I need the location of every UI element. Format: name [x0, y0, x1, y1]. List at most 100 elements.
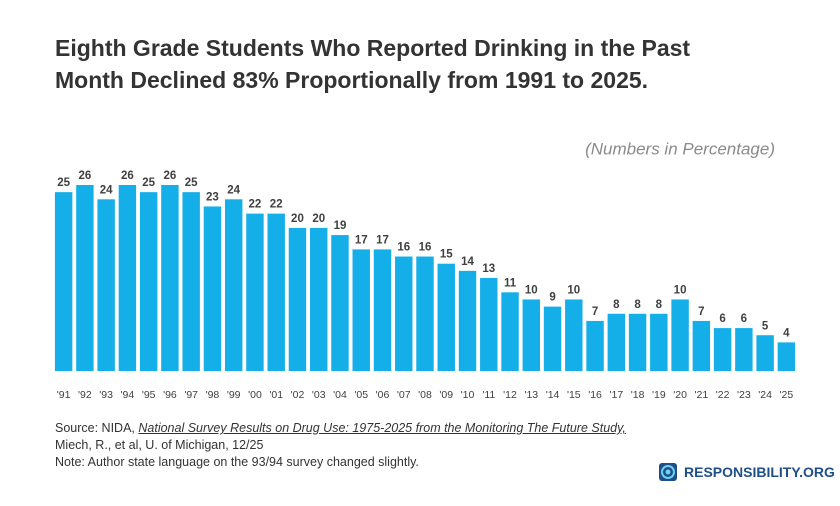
bar — [480, 278, 498, 371]
value-label: 11 — [504, 277, 517, 289]
value-label: 22 — [249, 199, 262, 211]
value-label: 24 — [100, 184, 113, 196]
x-tick-label: '15 — [567, 389, 581, 401]
logo-text: RESPONSIBILITY.ORG — [684, 464, 835, 480]
value-label: 5 — [762, 320, 769, 332]
logo[interactable]: RESPONSIBILITY.ORG — [658, 462, 835, 482]
bar — [692, 320, 711, 371]
source-title: National Survey Results on Drug Use: 197… — [138, 421, 626, 435]
value-label: 8 — [613, 299, 620, 311]
x-tick-label: '06 — [376, 389, 390, 401]
x-tick-label: '02 — [291, 389, 305, 401]
x-tick-label: '20 — [673, 389, 687, 401]
x-tick-label: '19 — [652, 389, 666, 401]
x-tick-label: '24 — [758, 389, 772, 401]
x-tick-label: '97 — [184, 389, 198, 401]
value-label: 14 — [461, 256, 474, 268]
value-label: 23 — [206, 191, 219, 203]
x-tick-label: '04 — [333, 389, 347, 401]
value-label: 7 — [592, 306, 598, 318]
bar — [437, 263, 455, 371]
bar — [373, 249, 392, 371]
logo-icon — [659, 463, 677, 481]
x-tick-label: '16 — [588, 389, 602, 401]
bar — [395, 256, 413, 371]
bar — [416, 256, 434, 371]
bar — [735, 328, 753, 371]
value-label: 19 — [334, 220, 347, 232]
x-tick-label: '00 — [248, 389, 262, 401]
bar — [756, 335, 774, 371]
bar — [522, 299, 541, 371]
x-tick-label: '12 — [503, 389, 517, 401]
bar — [246, 213, 264, 371]
bar — [118, 185, 137, 371]
value-label: 20 — [291, 213, 304, 225]
bar — [267, 213, 285, 371]
x-tick-label: '11 — [482, 389, 495, 401]
x-tick-label: '99 — [227, 389, 241, 401]
x-tick-label: '10 — [461, 389, 475, 401]
value-label: 25 — [142, 177, 155, 189]
x-tick-label: '08 — [418, 389, 432, 401]
value-label: 10 — [674, 284, 687, 296]
bar — [97, 199, 115, 371]
value-label: 22 — [270, 199, 283, 211]
x-tick-label: '25 — [780, 389, 794, 401]
x-tick-label: '23 — [737, 389, 751, 401]
source: Source: NIDA, National Survey Results on… — [55, 420, 626, 471]
bar — [288, 227, 307, 371]
x-tick-label: '03 — [312, 389, 326, 401]
value-label: 8 — [634, 299, 641, 311]
value-label: 20 — [312, 213, 325, 225]
x-tick-label: '13 — [524, 389, 538, 401]
x-tick-label: '09 — [439, 389, 453, 401]
value-label: 6 — [741, 313, 747, 325]
x-tick-label: '94 — [121, 389, 135, 401]
value-label: 13 — [482, 263, 495, 275]
value-label: 16 — [419, 242, 432, 254]
x-tick-label: '95 — [142, 389, 156, 401]
bar — [777, 342, 796, 371]
x-tick-label: '22 — [716, 389, 730, 401]
value-label: 15 — [440, 249, 453, 261]
value-label: 25 — [185, 177, 198, 189]
bar — [565, 299, 583, 371]
value-label: 26 — [121, 170, 134, 182]
x-tick-label: '98 — [206, 389, 220, 401]
bar — [607, 313, 626, 371]
bar — [182, 192, 200, 371]
bar — [224, 199, 243, 371]
x-tick-label: '91 — [57, 389, 71, 401]
x-tick-label: '17 — [609, 389, 623, 401]
source-line: Source: NIDA, National Survey Results on… — [55, 420, 626, 437]
x-tick-label: '14 — [546, 389, 560, 401]
bar — [458, 270, 477, 371]
x-tick-label: '05 — [354, 389, 368, 401]
bar — [713, 328, 732, 371]
value-label: 25 — [57, 177, 70, 189]
x-tick-label: '21 — [694, 389, 708, 401]
x-tick-label: '93 — [99, 389, 113, 401]
x-tick-label: '01 — [269, 389, 283, 401]
bar — [331, 235, 349, 371]
x-tick-label: '92 — [78, 389, 92, 401]
value-label: 10 — [525, 284, 538, 296]
x-tick-label: '18 — [631, 389, 645, 401]
value-label: 6 — [719, 313, 725, 325]
bar — [352, 249, 370, 371]
value-label: 17 — [376, 234, 389, 246]
value-label: 4 — [783, 327, 790, 339]
source-prefix: Source: NIDA, — [55, 421, 135, 435]
value-label: 24 — [227, 184, 240, 196]
value-label: 10 — [567, 284, 580, 296]
bar — [309, 227, 328, 371]
value-label: 26 — [78, 170, 91, 182]
value-label: 16 — [397, 242, 410, 254]
x-tick-label: '07 — [397, 389, 411, 401]
bar — [203, 206, 222, 371]
value-label: 7 — [698, 306, 704, 318]
note: Note: Author state language on the 93/94… — [55, 455, 419, 469]
